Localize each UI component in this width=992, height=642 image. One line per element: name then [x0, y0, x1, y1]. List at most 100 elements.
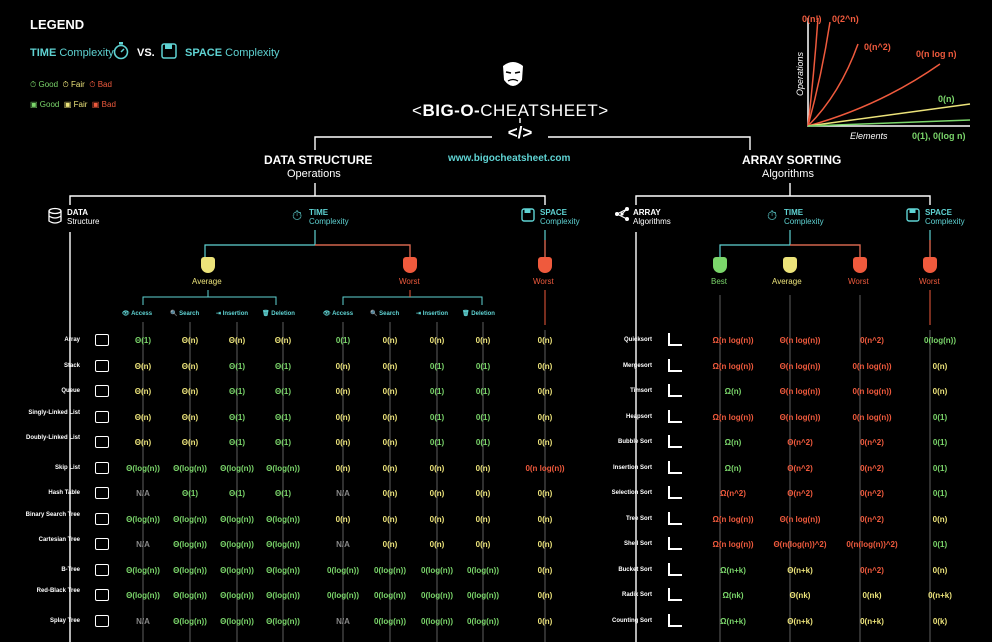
sort-cell: Θ(n^2)	[787, 489, 813, 498]
sort-title: ARRAY SORTING	[742, 153, 842, 167]
ds-cell: 0(1)	[475, 438, 491, 447]
sort-cell: 0(n log(n))	[852, 412, 892, 422]
ds-cell: 0(n)	[537, 387, 553, 396]
ds-cell: 0(n)	[335, 514, 351, 524]
ds-cell: 0(n)	[429, 336, 445, 345]
ds-cell: Θ(1)	[275, 387, 291, 396]
ds-cell: 0(n)	[475, 336, 491, 345]
sort-row-name: Radix Sort	[621, 592, 652, 598]
ds-cell: 0(n)	[429, 463, 445, 473]
legend-time-fair: Fair	[71, 80, 85, 89]
legend-space-good-icon: ▣	[30, 100, 38, 109]
ds-cell: 0(n)	[537, 616, 553, 626]
ds-worst-label: Worst	[399, 277, 420, 286]
array-network-icon	[614, 206, 630, 222]
ds-subtitle: Operations	[287, 168, 341, 180]
ds-row-name: Skip List	[54, 464, 80, 471]
sort-row-icon	[668, 409, 682, 423]
legend-space-vs: SPACE Complexity	[185, 47, 280, 59]
page-title: <BIG-O-CHEATSHEET>	[412, 101, 609, 121]
ds-cell: 0(n)	[335, 412, 351, 422]
ds-row-icon	[95, 436, 109, 448]
sort-row-icon	[668, 562, 682, 576]
op-search-worst-text: Search	[379, 311, 400, 317]
ds-col-time: TIME Complexity	[309, 208, 349, 226]
sort-worst-label: Worst	[848, 277, 869, 286]
sort-cell: 0(k)	[932, 616, 948, 626]
ds-row-name: Cartesian Tree	[38, 537, 80, 543]
sort-cell: 0(1)	[932, 489, 948, 498]
sort-cell: Ω(n+k)	[720, 565, 746, 575]
sort-cell: 0(1)	[932, 412, 948, 422]
ds-cell: 0(n)	[537, 591, 553, 600]
sort-cell: 0(n log(n))	[852, 361, 892, 371]
ds-cell: Θ(1)	[229, 361, 245, 371]
ds-cell: 0(1)	[429, 387, 445, 396]
legend-space-fair: Fair	[73, 100, 88, 109]
sort-stopwatch-icon: ⏱	[767, 208, 778, 223]
ds-cell: 0(log(n))	[467, 591, 499, 600]
col-data: DATA	[67, 208, 89, 217]
sort-row-icon	[668, 486, 682, 499]
ds-col-time-label: TIME	[309, 208, 329, 217]
sort-cell: 0(1)	[932, 438, 948, 447]
op-search-worst: 🔍 Search	[370, 311, 400, 317]
col-array-algorithms: ARRAY Algorithms	[633, 208, 671, 226]
ds-cell: 0(n)	[475, 489, 491, 498]
legend-vs: VS.	[137, 47, 155, 59]
ds-cell: 0(n)	[382, 387, 398, 396]
ds-cell: N/A	[336, 616, 350, 626]
sort-cell: Ω(nk)	[722, 591, 744, 600]
ds-space-worst-label: Worst	[533, 277, 554, 286]
ds-cell: 0(n)	[382, 336, 398, 345]
sort-cell: 0(n)	[932, 387, 948, 396]
ds-cell: 0(n)	[537, 361, 553, 371]
ds-row-name: Singly-Linked List	[28, 409, 80, 416]
ds-cell: Θ(1)	[229, 438, 245, 447]
ds-cell: 0(n)	[475, 514, 491, 524]
curve-n-squared	[807, 43, 859, 127]
ds-cell: Θ(n)	[181, 412, 199, 422]
ds-cell: Θ(log(n))	[220, 463, 254, 473]
ds-cell: 0(n)	[537, 540, 553, 549]
ds-cell: Θ(n)	[134, 387, 152, 396]
ds-row-name: Red-Black Tree	[36, 588, 80, 594]
sort-cell: Θ(n^2)	[787, 463, 813, 473]
op-insertion-avg-text: Insertion	[222, 311, 249, 317]
ds-cell: Θ(log(n))	[220, 591, 254, 600]
sort-cell: Ω(n log(n))	[712, 361, 754, 371]
sort-row-icon	[668, 358, 682, 372]
ds-cell: N/A	[136, 616, 150, 626]
sort-row-icon	[668, 435, 682, 448]
curve-1-log-n	[807, 119, 971, 127]
sort-cell: 0(n+k)	[860, 616, 884, 626]
sort-cell: Θ(n log(n))	[779, 387, 821, 396]
curve-n	[807, 103, 971, 127]
ds-cell: 0(n)	[335, 361, 351, 371]
sort-col-space-sub: Complexity	[925, 217, 965, 226]
sort-row-icon	[668, 384, 682, 397]
ds-stopwatch-icon: ⏱	[292, 208, 303, 223]
sort-row-icon	[668, 460, 682, 474]
sort-cell: Ω(n^2)	[720, 489, 746, 498]
sort-cell: Θ(n log(n))	[779, 412, 821, 422]
ds-cell: Θ(log(n))	[126, 514, 160, 524]
ds-cell: 0(n)	[382, 412, 398, 422]
ds-cell: Θ(log(n))	[220, 514, 254, 524]
stopwatch-icon	[113, 42, 129, 60]
sort-worst-mask-icon	[853, 257, 867, 273]
sort-col-space-label: SPACE	[925, 208, 952, 217]
sort-row-icon	[668, 613, 682, 627]
sort-row-name: Insertion Sort	[612, 464, 652, 471]
ds-cell: Θ(log(n))	[266, 565, 300, 575]
ds-cell: Θ(log(n))	[173, 565, 207, 575]
ds-cell: 0(n)	[475, 540, 491, 549]
sort-row-name: Timsort	[630, 388, 652, 394]
sort-cell: Ω(n)	[724, 438, 742, 447]
ds-row-icon	[95, 385, 109, 397]
ds-cell: 0(log(n))	[327, 591, 359, 600]
legend-time-bad-icon: ⏱	[89, 80, 96, 89]
ds-cell: Θ(log(n))	[173, 540, 207, 549]
curve-label-n-squared: 0(n^2)	[864, 42, 891, 52]
